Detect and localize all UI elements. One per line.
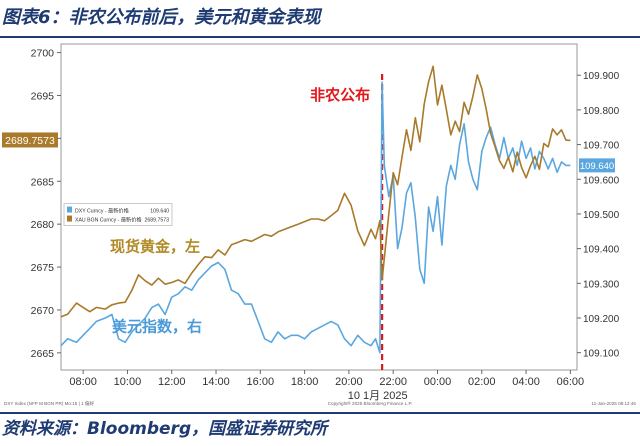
gold-last-value-tag — [2, 132, 58, 148]
footer-left: DXY Index (NFP M BGN PR) Mo:15 | 1 偏好 — [4, 400, 95, 407]
legend-value-gold: 2689.7573 — [144, 218, 169, 224]
x-tick-label: 08:00 — [69, 376, 97, 388]
x-tick-label: 22:00 — [379, 376, 407, 388]
gold-last-value: 2689.7573 — [5, 135, 55, 147]
y-left-tick-label: 2680 — [31, 219, 55, 231]
x-tick-label: 16:00 — [247, 376, 275, 388]
footer-center: Copyright® 2025 Bloomberg Finance L.P. — [328, 400, 413, 406]
y-right-tick-label: 109.300 — [583, 279, 620, 290]
x-tick-label: 02:00 — [468, 376, 496, 388]
y-left-tick-label: 2700 — [31, 48, 55, 60]
y-left-tick-label: 2665 — [31, 348, 55, 360]
y-right-tick-label: 109.700 — [583, 141, 620, 152]
x-tick-label: 14:00 — [202, 376, 230, 388]
source-note: 资料来源：Bloomberg，国盛证券研究所 — [2, 419, 328, 439]
x-tick-label: 00:00 — [424, 376, 452, 388]
y-right-tick-label: 109.400 — [583, 245, 620, 256]
legend-entry-gold: XAU BGN Curncy - 最新价格 — [75, 216, 142, 224]
dxy-last-value-tag — [579, 158, 615, 173]
chart: 26652670267526802685269026952700109.1001… — [2, 43, 636, 407]
legend-swatch-gold — [67, 215, 72, 222]
y-left-tick-label: 2670 — [31, 305, 55, 317]
legend-entry-dxy: DXY Curncy - 最新价格 — [75, 207, 130, 215]
x-tick-label: 06:00 — [557, 376, 585, 388]
y-right-tick-label: 109.800 — [583, 106, 620, 117]
x-tick-label: 18:00 — [291, 376, 319, 388]
legend-swatch-dxy — [67, 206, 72, 213]
y-left-tick-label: 2685 — [31, 176, 55, 188]
footer-right: 11-Jan-2025 08:12:46 — [591, 401, 636, 406]
legend-value-dxy: 109.640 — [150, 209, 169, 215]
figure-title: 图表6：非农公布前后，美元和黄金表现 — [2, 7, 321, 28]
y-right-tick-label: 109.100 — [583, 349, 620, 360]
y-right-tick-label: 109.200 — [583, 314, 620, 325]
dxy-last-value: 109.640 — [580, 161, 614, 172]
y-right-tick-label: 109.500 — [583, 210, 620, 221]
legend-box — [63, 203, 173, 226]
y-right-tick-label: 109.600 — [583, 175, 620, 186]
dxy-line — [60, 81, 571, 354]
gold-line — [60, 65, 571, 318]
top-rule — [0, 36, 640, 38]
dxy-series-label: 美元指数，右 — [112, 317, 202, 335]
y-left-tick-label: 2695 — [31, 90, 55, 102]
y-left-tick-label: 2675 — [31, 262, 55, 274]
x-tick-label: 04:00 — [512, 376, 540, 388]
bottom-rule — [0, 412, 640, 414]
x-tick-label: 12:00 — [158, 376, 186, 388]
x-tick-label: 10:00 — [114, 376, 142, 388]
gold-series-label: 现货黄金，左 — [110, 238, 200, 256]
x-tick-label: 20:00 — [335, 376, 363, 388]
x-axis-date: 10 1月 2025 — [348, 390, 408, 402]
event-label: 非农公布 — [310, 86, 370, 104]
y-right-tick-label: 109.900 — [583, 71, 620, 82]
